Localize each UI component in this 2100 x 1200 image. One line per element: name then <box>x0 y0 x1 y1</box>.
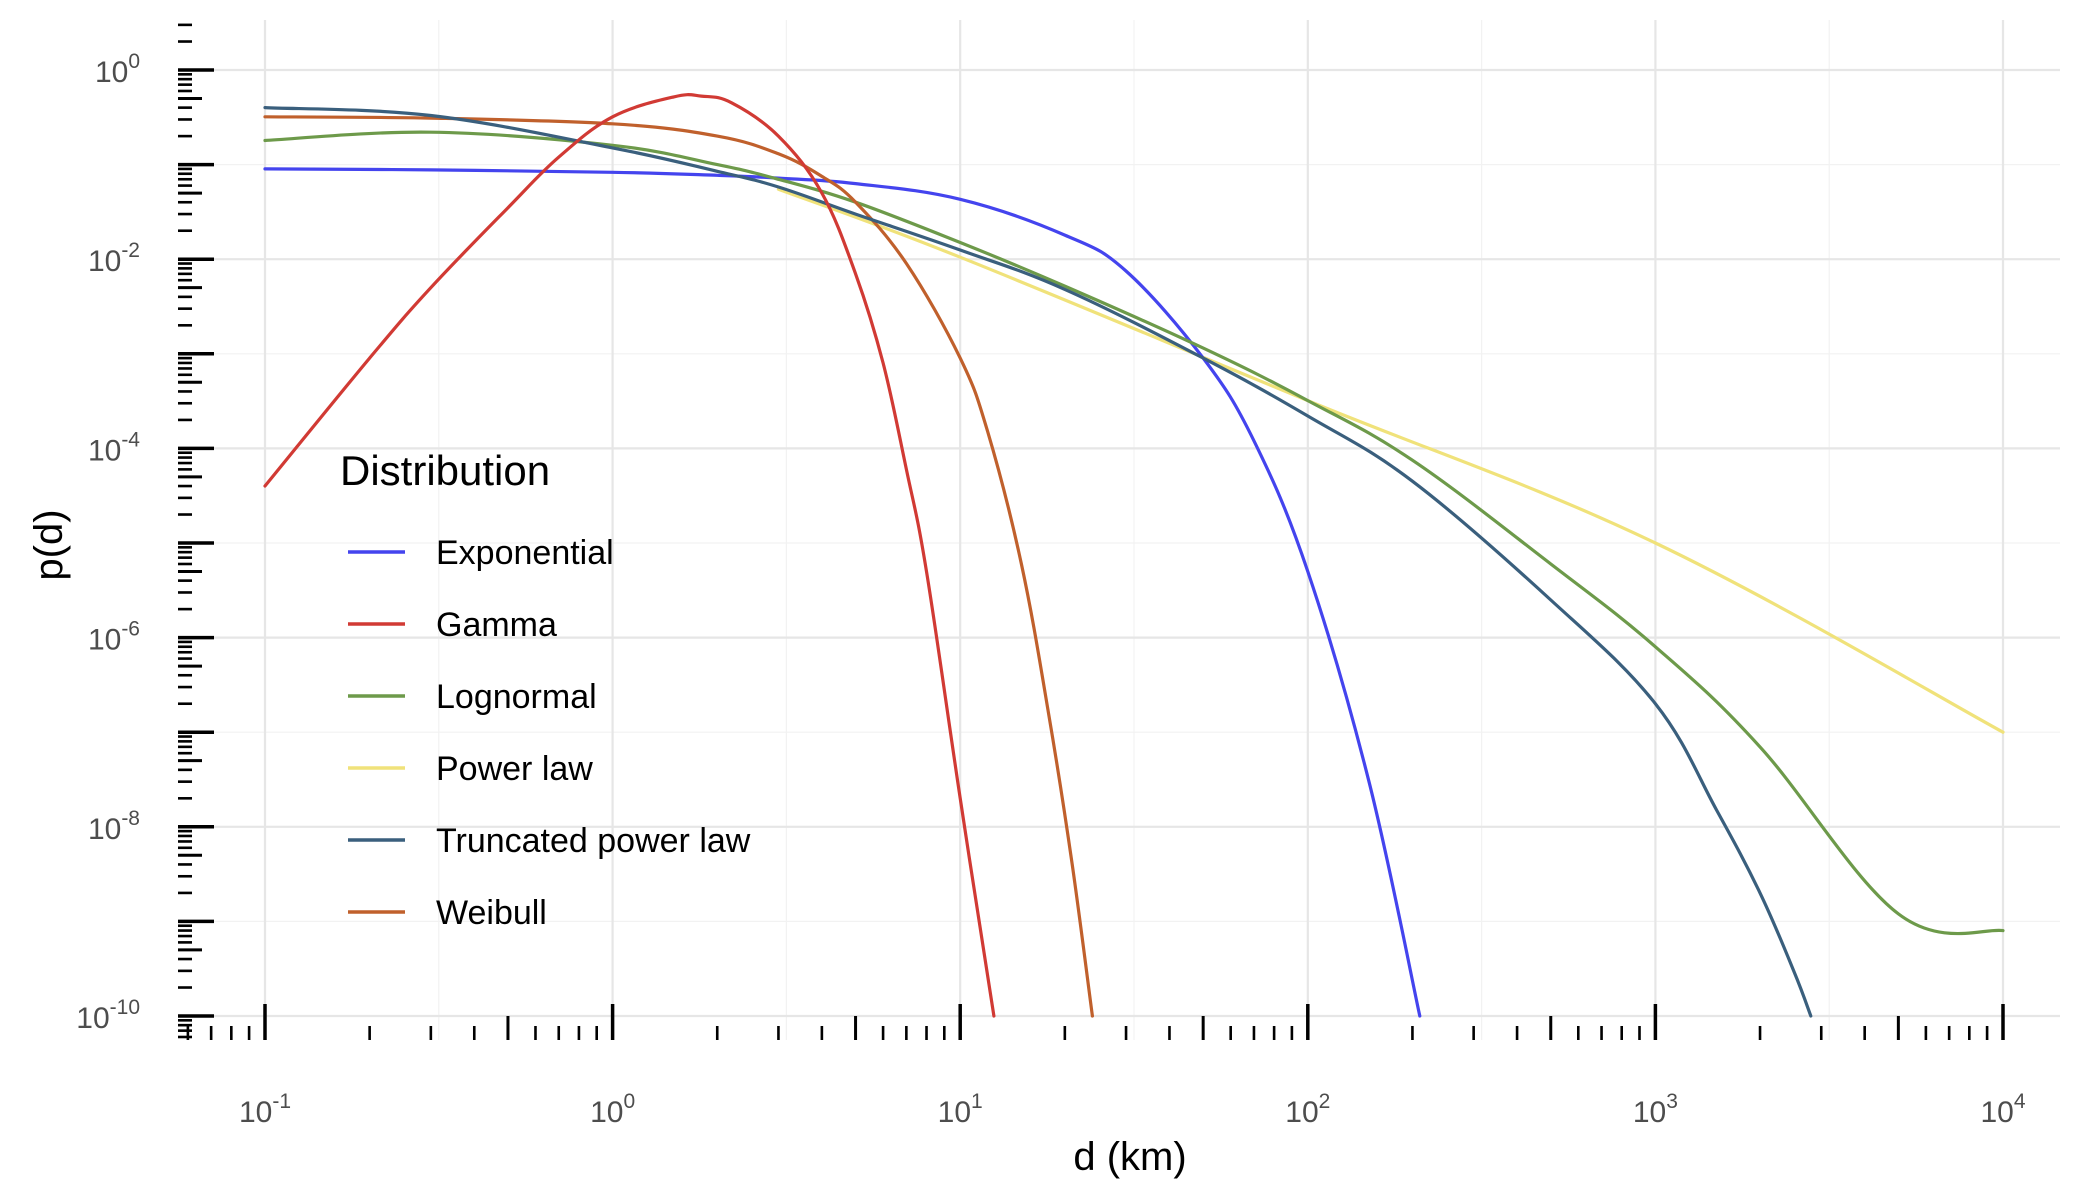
legend-title: Distribution <box>340 447 550 494</box>
legend-label: Gamma <box>436 606 557 644</box>
x-tick-label-base: 10 <box>938 1096 971 1129</box>
y-tick-label-base: 10 <box>76 1002 109 1035</box>
y-tick-label: 100 <box>95 50 140 89</box>
x-tick-label-base: 10 <box>239 1096 272 1129</box>
legend-items: Exponential Gamma Lognormal Power law Trunca… <box>348 534 751 932</box>
x-tick-label-base: 10 <box>1285 1096 1318 1129</box>
legend-item: Truncated power law <box>348 822 751 860</box>
y-tick-label-exponent: -10 <box>110 996 140 1019</box>
x-tick-label-exponent: 0 <box>623 1090 635 1113</box>
y-tick-label-exponent: -2 <box>121 239 140 262</box>
x-tick-label-exponent: 1 <box>971 1090 983 1113</box>
x-tick-label: 100 <box>590 1090 635 1129</box>
legend-label: Exponential <box>436 534 614 572</box>
major-gridlines <box>178 20 2060 1040</box>
y-tick-label-base: 10 <box>88 434 121 467</box>
y-tick-label-base: 10 <box>88 624 121 657</box>
y-tick-label: 10-4 <box>88 428 140 467</box>
legend-item: Gamma <box>348 606 557 644</box>
legend-label: Weibull <box>436 894 547 932</box>
x-tick-label-base: 10 <box>1633 1096 1666 1129</box>
y-tick-label-exponent: -4 <box>121 428 140 451</box>
series-line-weibull <box>263 115 1094 1018</box>
x-tick-label: 104 <box>1980 1090 2025 1129</box>
series-line-power-law <box>776 187 2005 734</box>
legend-label: Truncated power law <box>436 822 751 860</box>
series-lines <box>263 93 2005 1018</box>
series-line-lognormal <box>263 130 2005 936</box>
y-tick-label: 10-2 <box>88 239 140 278</box>
legend-item: Exponential <box>348 534 614 572</box>
y-tick-label-base: 10 <box>88 813 121 846</box>
series-line-gamma <box>263 93 996 1018</box>
x-tick-label-exponent: 3 <box>1666 1090 1678 1113</box>
x-tick-label-base: 10 <box>590 1096 623 1129</box>
legend: Distribution Exponential Gamma Lognormal Po… <box>340 447 751 932</box>
legend-label: Lognormal <box>436 678 597 716</box>
y-axis-title: p(d) <box>27 509 71 580</box>
x-tick-label-exponent: -1 <box>272 1090 291 1113</box>
x-tick-label-exponent: 4 <box>2014 1090 2026 1113</box>
x-tick-label: 10-1 <box>239 1090 291 1129</box>
legend-label: Power law <box>436 750 593 788</box>
legend-item: Weibull <box>348 894 547 932</box>
x-tick-label: 102 <box>1285 1090 1330 1129</box>
x-tick-label: 101 <box>938 1090 983 1129</box>
y-tick-label: 10-8 <box>88 807 140 846</box>
series-line-exponential <box>263 167 1422 1018</box>
x-axis-title: d (km) <box>1073 1135 1186 1179</box>
x-tick-label-exponent: 2 <box>1319 1090 1331 1113</box>
x-tick-label-base: 10 <box>1980 1096 2013 1129</box>
y-tick-label-exponent: -8 <box>121 807 140 830</box>
y-tick-label-exponent: 0 <box>128 50 140 73</box>
y-tick-label: 10-10 <box>76 996 140 1035</box>
y-tick-label-base: 10 <box>88 245 121 278</box>
y-tick-label-base: 10 <box>95 56 128 89</box>
minor-gridlines <box>178 20 2060 1040</box>
x-tick-label: 103 <box>1633 1090 1678 1129</box>
y-tick-label-exponent: -6 <box>121 618 140 641</box>
series-line-truncated-power-law <box>263 106 1813 1018</box>
y-tick-label: 10-6 <box>88 618 140 657</box>
axis-ticks <box>178 23 2005 1040</box>
legend-item: Power law <box>348 750 593 788</box>
legend-item: Lognormal <box>348 678 597 716</box>
tick-labels: 10-1 100 101 102 103 10410010-210-410-610-810… <box>76 50 2026 1129</box>
